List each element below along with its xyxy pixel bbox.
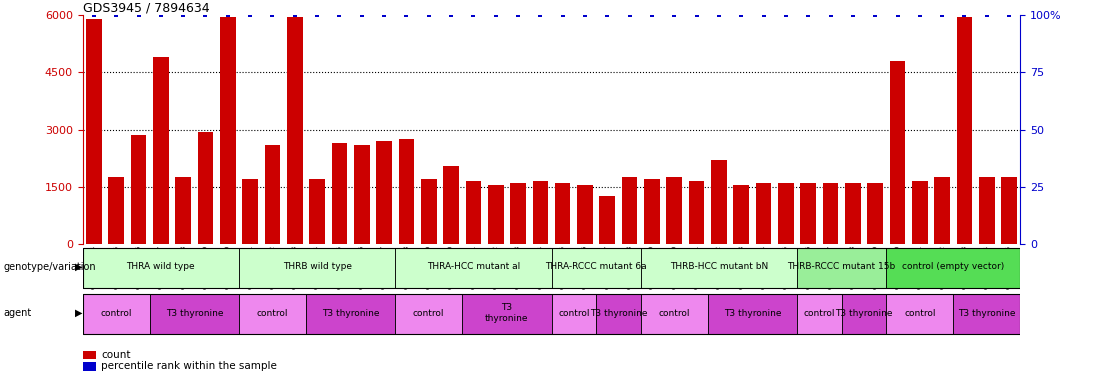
Text: THRB-HCC mutant bN: THRB-HCC mutant bN — [670, 262, 768, 271]
Bar — [108, 177, 124, 244]
Bar — [465, 181, 481, 244]
Text: T3 thyronine: T3 thyronine — [165, 308, 223, 318]
Bar — [890, 61, 906, 244]
Bar — [287, 17, 302, 244]
Bar — [887, 294, 953, 334]
Bar — [600, 196, 615, 244]
Text: control: control — [558, 308, 590, 318]
Text: control: control — [100, 308, 132, 318]
Bar — [239, 248, 395, 288]
Bar — [842, 294, 887, 334]
Bar — [801, 183, 816, 244]
Bar — [979, 177, 995, 244]
Bar — [577, 185, 592, 244]
Text: control: control — [904, 308, 935, 318]
Text: ▶: ▶ — [75, 262, 83, 272]
Text: THRB-RCCC mutant 15b: THRB-RCCC mutant 15b — [788, 262, 896, 271]
Bar — [552, 294, 596, 334]
Text: control: control — [658, 308, 690, 318]
Text: GDS3945 / 7894634: GDS3945 / 7894634 — [83, 1, 210, 14]
Text: T3 thyronine: T3 thyronine — [835, 308, 892, 318]
Text: T3 thyronine: T3 thyronine — [322, 308, 379, 318]
Bar — [306, 294, 395, 334]
Bar — [197, 131, 213, 244]
Bar — [1002, 177, 1017, 244]
Bar — [243, 179, 258, 244]
Text: agent: agent — [3, 308, 32, 318]
Bar — [376, 141, 392, 244]
Bar — [175, 177, 191, 244]
Bar — [845, 183, 860, 244]
Bar — [332, 143, 347, 244]
Bar — [797, 248, 887, 288]
Bar — [462, 294, 552, 334]
Bar — [219, 17, 236, 244]
Text: control: control — [804, 308, 835, 318]
Bar — [934, 177, 950, 244]
Text: genotype/variation: genotype/variation — [3, 262, 96, 272]
Bar — [443, 166, 459, 244]
Text: THRA-RCCC mutant 6a: THRA-RCCC mutant 6a — [545, 262, 647, 271]
Bar — [641, 294, 708, 334]
Bar — [265, 145, 280, 244]
Text: control: control — [257, 308, 288, 318]
Text: ▶: ▶ — [75, 308, 83, 318]
Text: T3 thyronine: T3 thyronine — [590, 308, 647, 318]
Bar — [309, 179, 325, 244]
Bar — [239, 294, 306, 334]
Text: control: control — [413, 308, 445, 318]
Bar — [83, 294, 150, 334]
Bar — [666, 177, 682, 244]
Bar — [887, 248, 1020, 288]
Bar — [555, 183, 570, 244]
Bar — [797, 294, 842, 334]
Bar — [488, 185, 503, 244]
Bar — [395, 248, 552, 288]
Bar — [711, 160, 727, 244]
Bar — [398, 139, 415, 244]
Bar — [823, 183, 838, 244]
Bar — [622, 177, 638, 244]
Bar — [733, 185, 749, 244]
Bar — [778, 183, 794, 244]
Bar — [912, 181, 928, 244]
Bar — [644, 179, 660, 244]
Bar — [641, 248, 797, 288]
Bar — [956, 17, 972, 244]
Bar — [953, 294, 1020, 334]
Bar — [150, 294, 239, 334]
Bar — [354, 145, 370, 244]
Bar — [688, 181, 705, 244]
Bar — [708, 294, 797, 334]
Text: control (empty vector): control (empty vector) — [902, 262, 1005, 271]
Text: percentile rank within the sample: percentile rank within the sample — [101, 361, 277, 371]
Bar — [153, 57, 169, 244]
Text: T3 thyronine: T3 thyronine — [959, 308, 1016, 318]
Bar — [511, 183, 526, 244]
Bar — [395, 294, 462, 334]
Bar — [596, 294, 641, 334]
Text: THRA wild type: THRA wild type — [127, 262, 195, 271]
Bar — [131, 135, 147, 244]
Bar — [533, 181, 548, 244]
Bar — [421, 179, 437, 244]
Bar — [86, 19, 101, 244]
Text: THRA-HCC mutant al: THRA-HCC mutant al — [427, 262, 520, 271]
Bar — [756, 183, 771, 244]
Text: T3
thyronine: T3 thyronine — [485, 303, 528, 323]
Bar — [552, 248, 641, 288]
Bar — [83, 248, 239, 288]
Text: count: count — [101, 350, 131, 360]
Text: T3 thyronine: T3 thyronine — [724, 308, 781, 318]
Text: THRB wild type: THRB wild type — [282, 262, 352, 271]
Bar — [867, 183, 884, 244]
